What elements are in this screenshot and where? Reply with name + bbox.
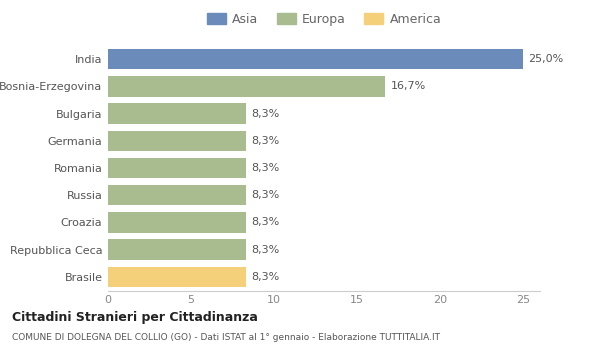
Text: 8,3%: 8,3% [251,190,279,200]
Text: Cittadini Stranieri per Cittadinanza: Cittadini Stranieri per Cittadinanza [12,312,258,324]
Bar [108,76,385,97]
Text: 8,3%: 8,3% [251,272,279,282]
Legend: Asia, Europa, America: Asia, Europa, America [202,8,446,31]
Text: 8,3%: 8,3% [251,108,279,119]
Bar [108,103,246,124]
Text: 16,7%: 16,7% [391,81,426,91]
Bar [108,239,246,260]
Text: 8,3%: 8,3% [251,217,279,228]
Bar [108,267,246,287]
Bar [108,212,246,233]
Bar [108,185,246,205]
Bar [108,131,246,151]
Bar [108,158,246,178]
Bar [108,49,523,69]
Text: COMUNE DI DOLEGNA DEL COLLIO (GO) - Dati ISTAT al 1° gennaio - Elaborazione TUTT: COMUNE DI DOLEGNA DEL COLLIO (GO) - Dati… [12,332,440,342]
Text: 8,3%: 8,3% [251,245,279,255]
Text: 25,0%: 25,0% [529,54,563,64]
Text: 8,3%: 8,3% [251,136,279,146]
Text: 8,3%: 8,3% [251,163,279,173]
